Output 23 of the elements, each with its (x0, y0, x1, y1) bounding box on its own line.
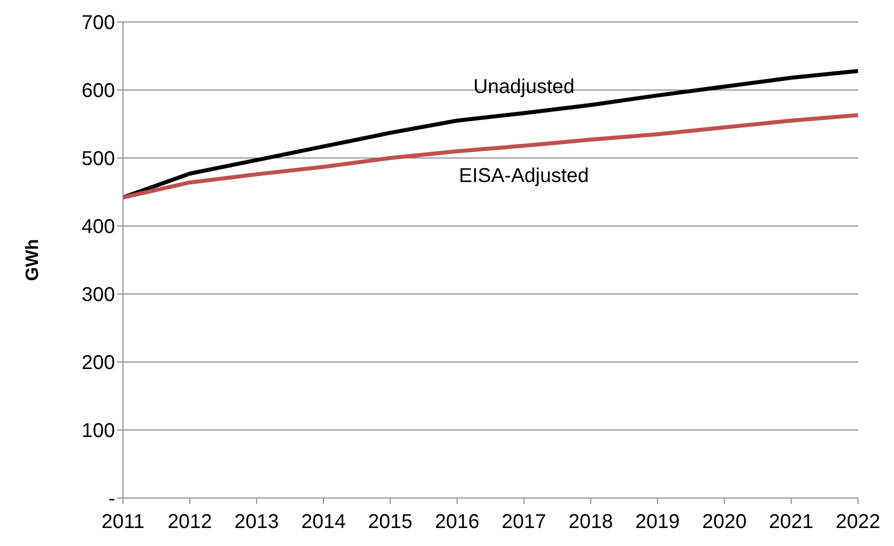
y-tick-label: 500 (82, 148, 115, 170)
series-label: Unadjusted (473, 76, 575, 98)
y-tick-label: 400 (82, 216, 115, 238)
series-label: EISA-Adjusted (458, 164, 589, 187)
y-tick-label: 600 (82, 80, 115, 102)
x-tick-label: 2016 (434, 511, 480, 534)
y-tick-label: - (108, 488, 115, 510)
x-tick-label: 2018 (568, 511, 613, 534)
x-tick-label: 2017 (502, 511, 546, 534)
x-tick-label: 2015 (368, 511, 413, 534)
x-tick-label: 2014 (301, 511, 346, 534)
x-tick-label: 2022 (836, 511, 880, 534)
x-tick-label: 2020 (702, 511, 747, 534)
y-tick-label: 200 (82, 352, 115, 374)
x-tick-label: 2019 (635, 511, 680, 534)
y-axis-title: GWh (22, 239, 42, 281)
x-tick-label: 2013 (234, 511, 279, 534)
y-tick-label: 700 (82, 12, 115, 34)
x-tick-label: 2021 (768, 511, 814, 534)
x-tick-label: 2012 (168, 511, 212, 534)
y-tick-label: 300 (82, 284, 115, 306)
y-tick-label: 100 (82, 420, 115, 442)
x-tick-label: 2011 (101, 511, 145, 534)
